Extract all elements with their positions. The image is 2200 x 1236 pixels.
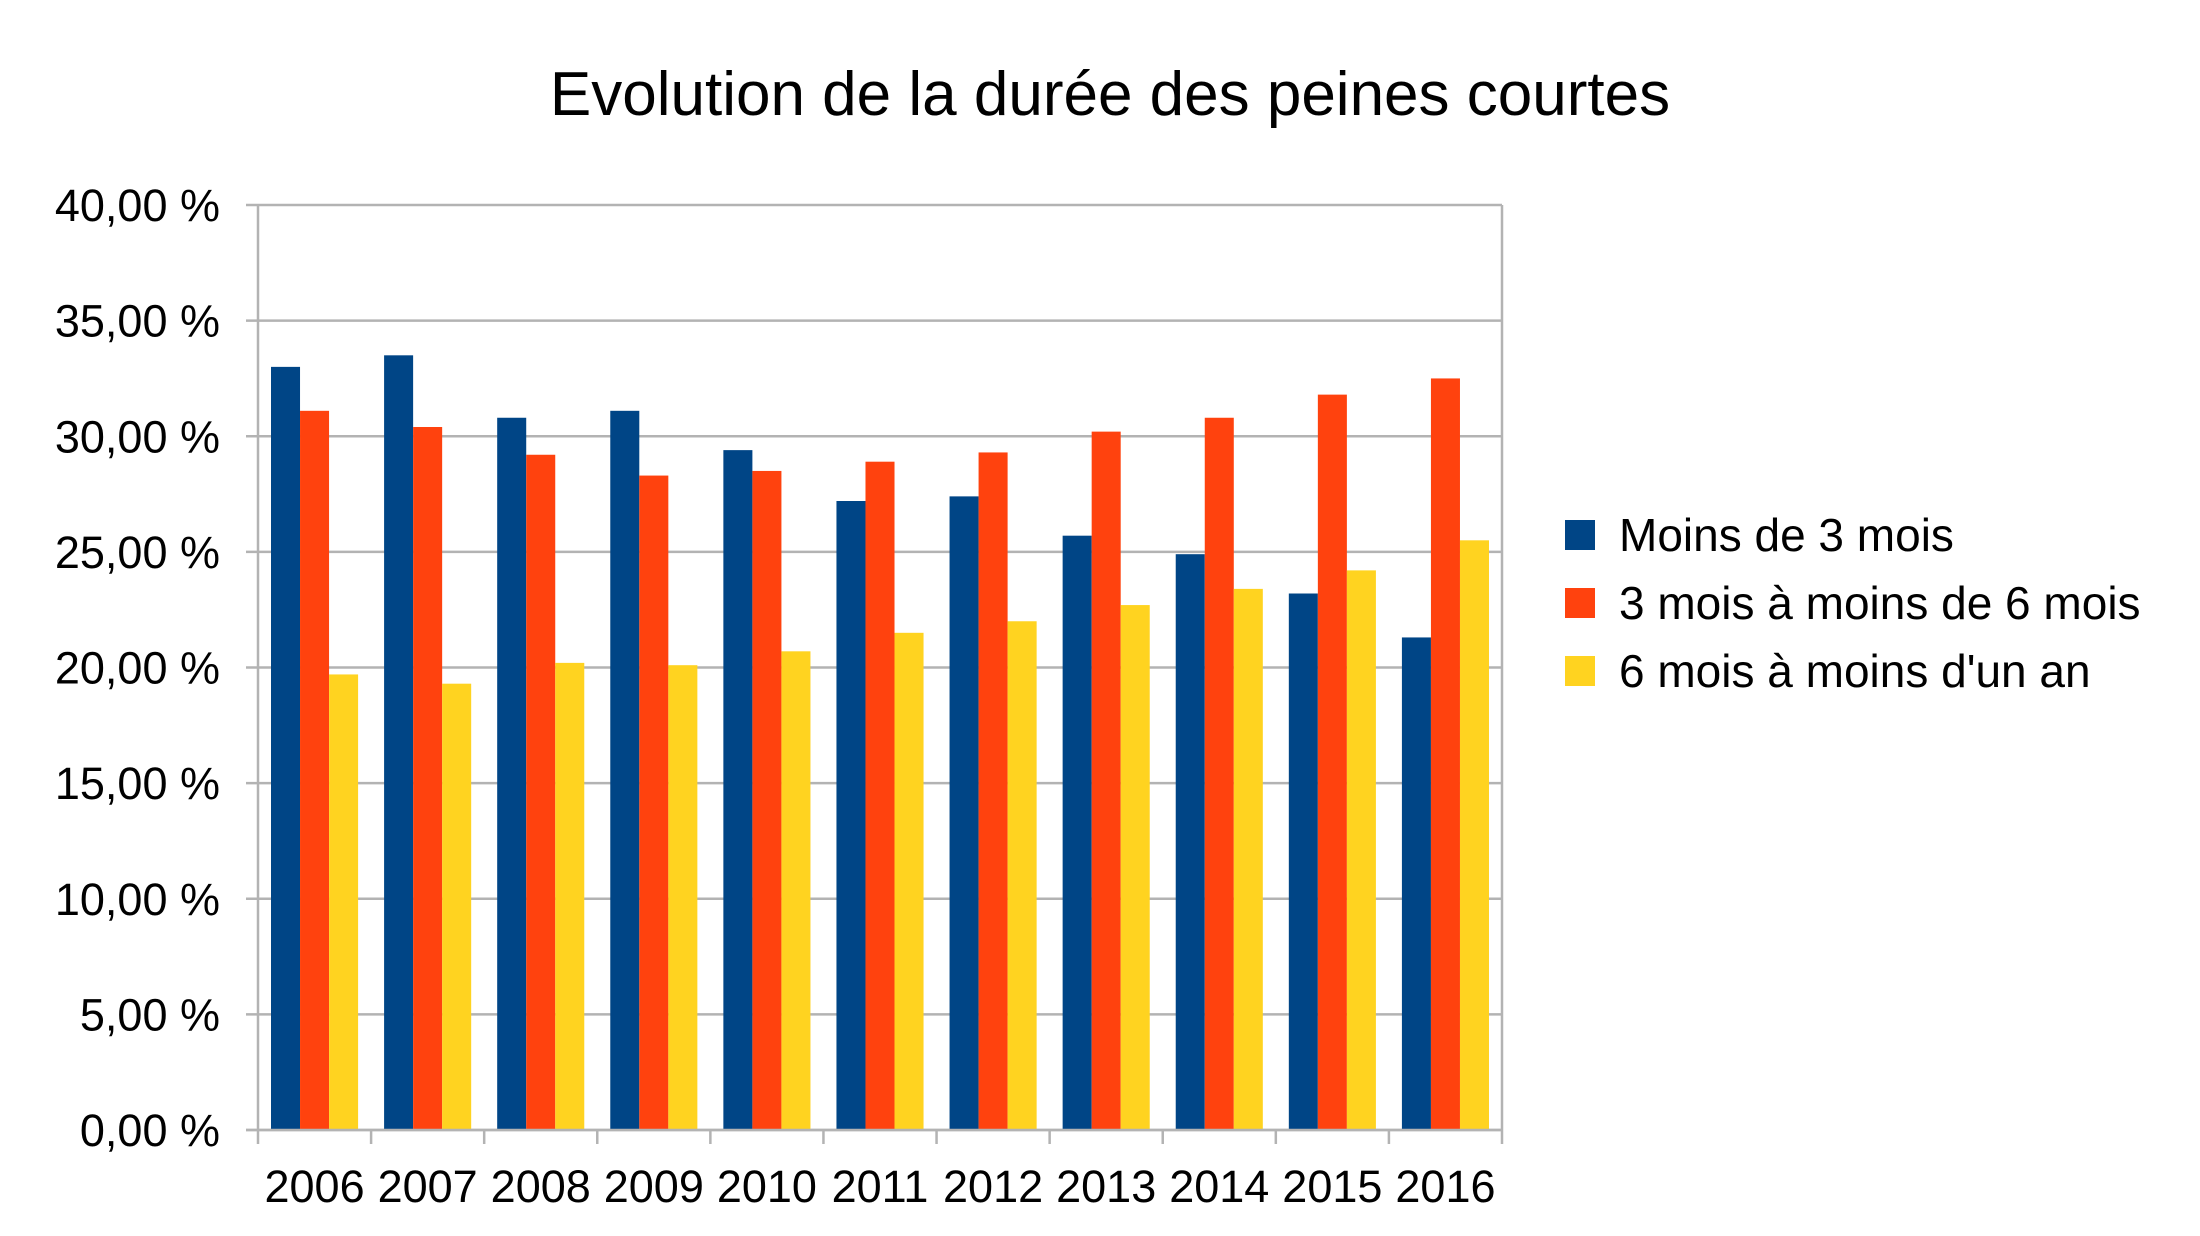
bar (526, 454, 556, 1130)
bar (865, 461, 895, 1130)
y-tick-label: 40,00 % (55, 180, 220, 231)
bar (752, 470, 782, 1130)
bar (836, 501, 866, 1130)
bar (639, 475, 669, 1130)
bar (271, 366, 301, 1130)
legend-label: 3 mois à moins de 6 mois (1619, 577, 2141, 629)
bar (1346, 570, 1376, 1130)
bar (1062, 535, 1092, 1130)
legend: Moins de 3 mois 3 mois à moins de 6 mois 6… (1565, 509, 2141, 697)
y-tick-label: 10,00 % (55, 874, 220, 925)
bar (300, 410, 330, 1130)
legend-label: Moins de 3 mois (1619, 509, 1954, 561)
x-tick-label: 2010 (717, 1161, 817, 1212)
bar (1233, 588, 1263, 1130)
y-tick-label: 20,00 % (55, 643, 220, 694)
bar (949, 496, 979, 1130)
bar (1401, 637, 1431, 1130)
x-tick-label: 2008 (491, 1161, 591, 1212)
y-tick-label: 25,00 % (55, 527, 220, 578)
x-tick-label: 2016 (1395, 1161, 1495, 1212)
bar (1430, 378, 1460, 1130)
bar (978, 452, 1008, 1130)
y-tick-label: 0,00 % (80, 1105, 220, 1156)
chart-title: Evolution de la durée des peines courtes (550, 60, 1670, 129)
bar (723, 450, 753, 1130)
bar (442, 683, 472, 1130)
x-tick-label: 2006 (264, 1161, 364, 1212)
bar (1288, 593, 1318, 1130)
bar (781, 651, 811, 1130)
y-tick-label: 15,00 % (55, 758, 220, 809)
bar (413, 427, 443, 1130)
bar (1007, 621, 1037, 1130)
bar (1204, 417, 1234, 1130)
legend-swatch (1565, 520, 1595, 550)
bar (894, 632, 924, 1130)
x-tick-label: 2009 (604, 1161, 704, 1212)
x-tick-label: 2007 (378, 1161, 478, 1212)
bar (384, 355, 414, 1130)
bar (1175, 554, 1205, 1130)
x-tick-label: 2012 (943, 1161, 1043, 1212)
legend-label: 6 mois à moins d'un an (1619, 645, 2091, 697)
x-tick-label: 2011 (832, 1161, 929, 1212)
bar (668, 665, 698, 1130)
bar (555, 662, 585, 1130)
x-tick-label: 2014 (1169, 1161, 1269, 1212)
bar (1120, 605, 1150, 1130)
y-tick-label: 30,00 % (55, 411, 220, 462)
bar (497, 417, 527, 1130)
y-tick-label: 5,00 % (80, 989, 220, 1040)
x-tick-label: 2013 (1056, 1161, 1156, 1212)
bar (329, 674, 359, 1130)
bar (1459, 540, 1489, 1130)
legend-swatch (1565, 656, 1595, 686)
x-tick-label: 2015 (1282, 1161, 1382, 1212)
legend-swatch (1565, 588, 1595, 618)
axes: 0,00 % 5,00 % 10,00 % 15,00 % 20,00 % 25,00 %… (55, 180, 1504, 1212)
bar (1317, 394, 1347, 1130)
bar (610, 410, 640, 1130)
y-tick-label: 35,00 % (55, 296, 220, 347)
bars (271, 355, 1489, 1130)
bar (1091, 431, 1121, 1130)
